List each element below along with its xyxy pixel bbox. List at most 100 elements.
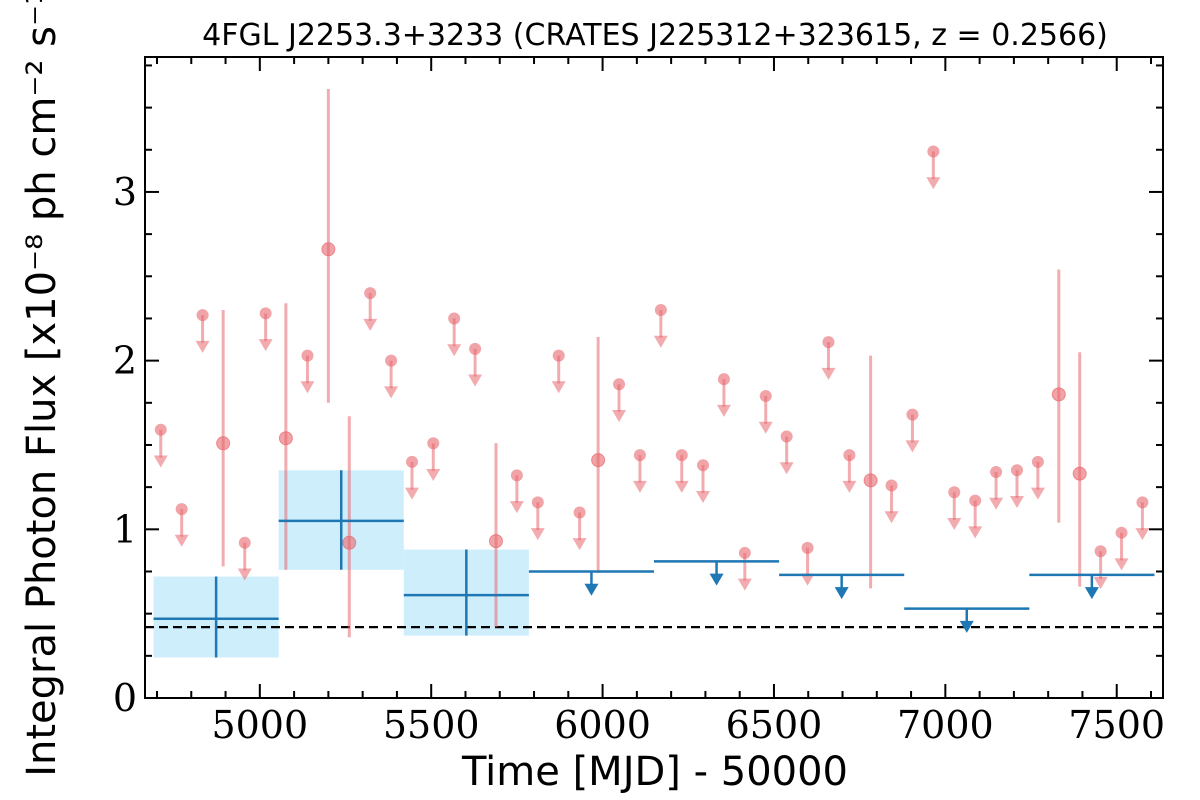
short-bin-upper-limit-point [427,437,440,450]
x-tick-label: 6000 [554,703,651,747]
short-bin-limit-arrow [800,573,815,586]
short-bin-upper-limit-point [448,312,461,325]
short-bin-upper-limit-point [948,486,961,499]
short-bin-limit-arrow [989,497,1004,510]
short-bin-upper-limit-point [531,496,544,509]
long-bin-limit-arrow [1084,587,1099,600]
short-bin-limit-arrow [716,404,731,417]
axes: 5000 5500 6000 6500 7000 7500 0 1 2 3 [113,56,1165,747]
long-bin-limit-arrow [959,620,974,633]
short-bin-upper-limit-point [301,349,314,362]
short-bin-upper-limit-point [406,455,419,468]
short-bin-limit-arrow [384,386,399,399]
short-bin-point [1072,466,1087,481]
short-bin-limit-arrow [551,381,566,394]
short-bin-upper-limit-point [1010,464,1023,477]
short-bin-upper-limit-point [759,390,772,403]
short-bin-upper-limit-point [906,408,919,421]
long-bin-limit-arrow [709,573,724,586]
short-bin-upper-limit-point [238,536,251,549]
short-bin-limit-arrow [363,318,378,331]
short-bin-limit-arrow [447,344,462,357]
short-bin-upper-limit-point [822,336,835,349]
short-bin-limit-arrow [821,367,836,380]
short-bin-limit-arrow [653,335,668,348]
short-bin-upper-limit-point [697,459,710,472]
short-bin-upper-limit-point [801,541,814,554]
short-bin-limit-arrow [1114,558,1129,571]
short-bin-limit-arrow [632,480,647,493]
short-bin-upper-limit-point [510,469,523,482]
short-bin-limit-arrow [926,177,941,190]
short-bin-point [591,453,606,468]
x-tick-label: 7500 [1068,703,1165,747]
short-bin-limit-arrow [674,480,689,493]
short-bin-upper-limit-point [885,479,898,492]
short-bin-limit-arrow [1030,487,1045,500]
plot-area [145,89,1163,658]
short-bin-upper-limit-point [259,307,272,320]
short-bin-limit-arrow [737,578,752,591]
short-bin-limit-arrow [779,462,794,475]
short-bin-upper-limit-point [385,354,398,367]
short-bin-point [488,534,503,549]
short-bin-limit-arrow [758,421,773,434]
short-bin-limit-arrow [174,534,189,547]
short-bin-upper-limit-point [780,430,793,443]
short-bin-upper-limit-point [364,287,377,300]
short-bin-upper-limit-point [175,503,188,516]
short-bin-limit-arrow [1135,528,1150,541]
short-bin-limit-arrow [884,511,899,524]
short-bin-limit-arrow [405,487,420,500]
short-bin-limit-arrow [612,409,627,422]
short-bin-limit-arrow [905,440,920,453]
x-tick-label: 5500 [383,703,480,747]
short-bin-upper-limit-point [969,494,982,507]
short-bin-upper-limit-point [675,449,688,462]
short-bin-upper-limit-point [654,304,667,317]
short-bin-limit-arrow [968,526,983,539]
short-bin-limit-arrow [300,381,315,394]
short-bin-upper-limit-point [633,449,646,462]
short-bin-limit-arrow [426,469,441,482]
short-bin-limit-arrow [696,490,711,503]
short-bin-point [278,431,293,446]
short-bin-limit-arrow [195,340,210,353]
short-bin-point [863,473,878,488]
y-tick-label: 2 [113,339,137,383]
short-bin-upper-limit-point [1136,496,1149,509]
short-bin-point [216,436,231,451]
short-bin-upper-limit-point [613,378,626,391]
plot-frame [144,56,1164,699]
x-axis-label: Time [MJD] - 50000 [461,749,848,795]
short-bin-upper-limit-point [573,506,586,519]
long-bin-limit-arrow [584,583,599,596]
short-bin-upper-limit-point [154,423,167,436]
short-bin-point [1051,387,1066,402]
short-bin-limit-arrow [530,528,545,541]
y-tick-label: 0 [113,676,137,720]
short-bin-limit-arrow [1009,496,1024,509]
x-tick-label: 5000 [211,703,308,747]
short-bin-limit-arrow [572,538,587,551]
short-bin-limit-arrow [237,568,252,581]
short-bin-upper-limit-point [738,546,751,559]
short-bin-upper-limit-point [1094,545,1107,558]
short-bin-upper-limit-point [196,309,209,322]
short-bin-limit-arrow [842,480,857,493]
short-bin-point [342,535,357,550]
short-bin-upper-limit-point [927,145,940,158]
short-bin-upper-limit-point [469,342,482,355]
y-tick-label: 1 [113,507,137,551]
short-bin-limit-arrow [258,339,273,352]
short-bin-limit-arrow [947,517,962,530]
y-tick-label: 3 [113,170,137,214]
short-bin-upper-limit-point [990,465,1003,478]
chart-title: 4FGL J2253.3+3233 (CRATES J225312+323615… [202,18,1108,53]
short-bin-limit-arrow [509,501,524,514]
short-bin-upper-limit-point [717,373,730,386]
short-bin-limit-arrow [468,374,483,387]
short-bin-upper-limit-point [1115,526,1128,539]
x-tick-label: 7000 [897,703,994,747]
